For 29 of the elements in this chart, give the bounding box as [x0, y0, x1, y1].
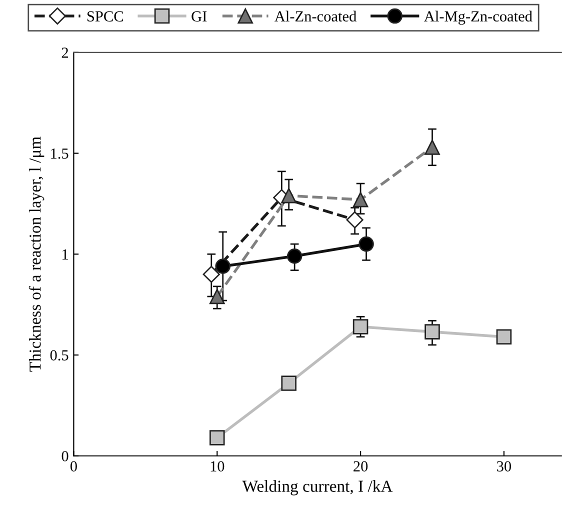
- x-tick-label: 0: [70, 461, 77, 472]
- y-axis-title: Thickness of a reaction layer, l /μm: [28, 136, 44, 372]
- y-tick-label: 1.5: [51, 148, 68, 159]
- y-tick-label: 0: [62, 451, 68, 462]
- point: [286, 248, 302, 264]
- point: [496, 329, 512, 344]
- point: [281, 188, 296, 204]
- point: [209, 430, 225, 446]
- y-tick-label: 2: [62, 48, 68, 58]
- x-axis-title: Welding current, I /kA: [242, 480, 393, 496]
- point: [352, 319, 368, 334]
- y-tick-label: 1: [62, 249, 68, 260]
- y-tick-label: 0.5: [50, 350, 68, 361]
- legend-label: SPCC: [87, 11, 123, 22]
- x-tick-label: 10: [210, 461, 224, 472]
- point: [202, 266, 220, 283]
- x-tick-label: 30: [497, 461, 512, 472]
- point: [358, 236, 374, 252]
- point: [281, 376, 296, 391]
- point: [424, 324, 440, 340]
- x-tick-label: 20: [354, 461, 368, 472]
- legend-label: Al-Mg-Zn-coated: [424, 10, 532, 25]
- point: [215, 258, 231, 274]
- legend-label: Al-Zn-coated: [274, 10, 356, 22]
- point: [424, 140, 440, 155]
- legend-label: GI: [192, 11, 207, 22]
- point: [209, 288, 225, 304]
- point: [352, 192, 368, 208]
- point: [346, 211, 364, 228]
